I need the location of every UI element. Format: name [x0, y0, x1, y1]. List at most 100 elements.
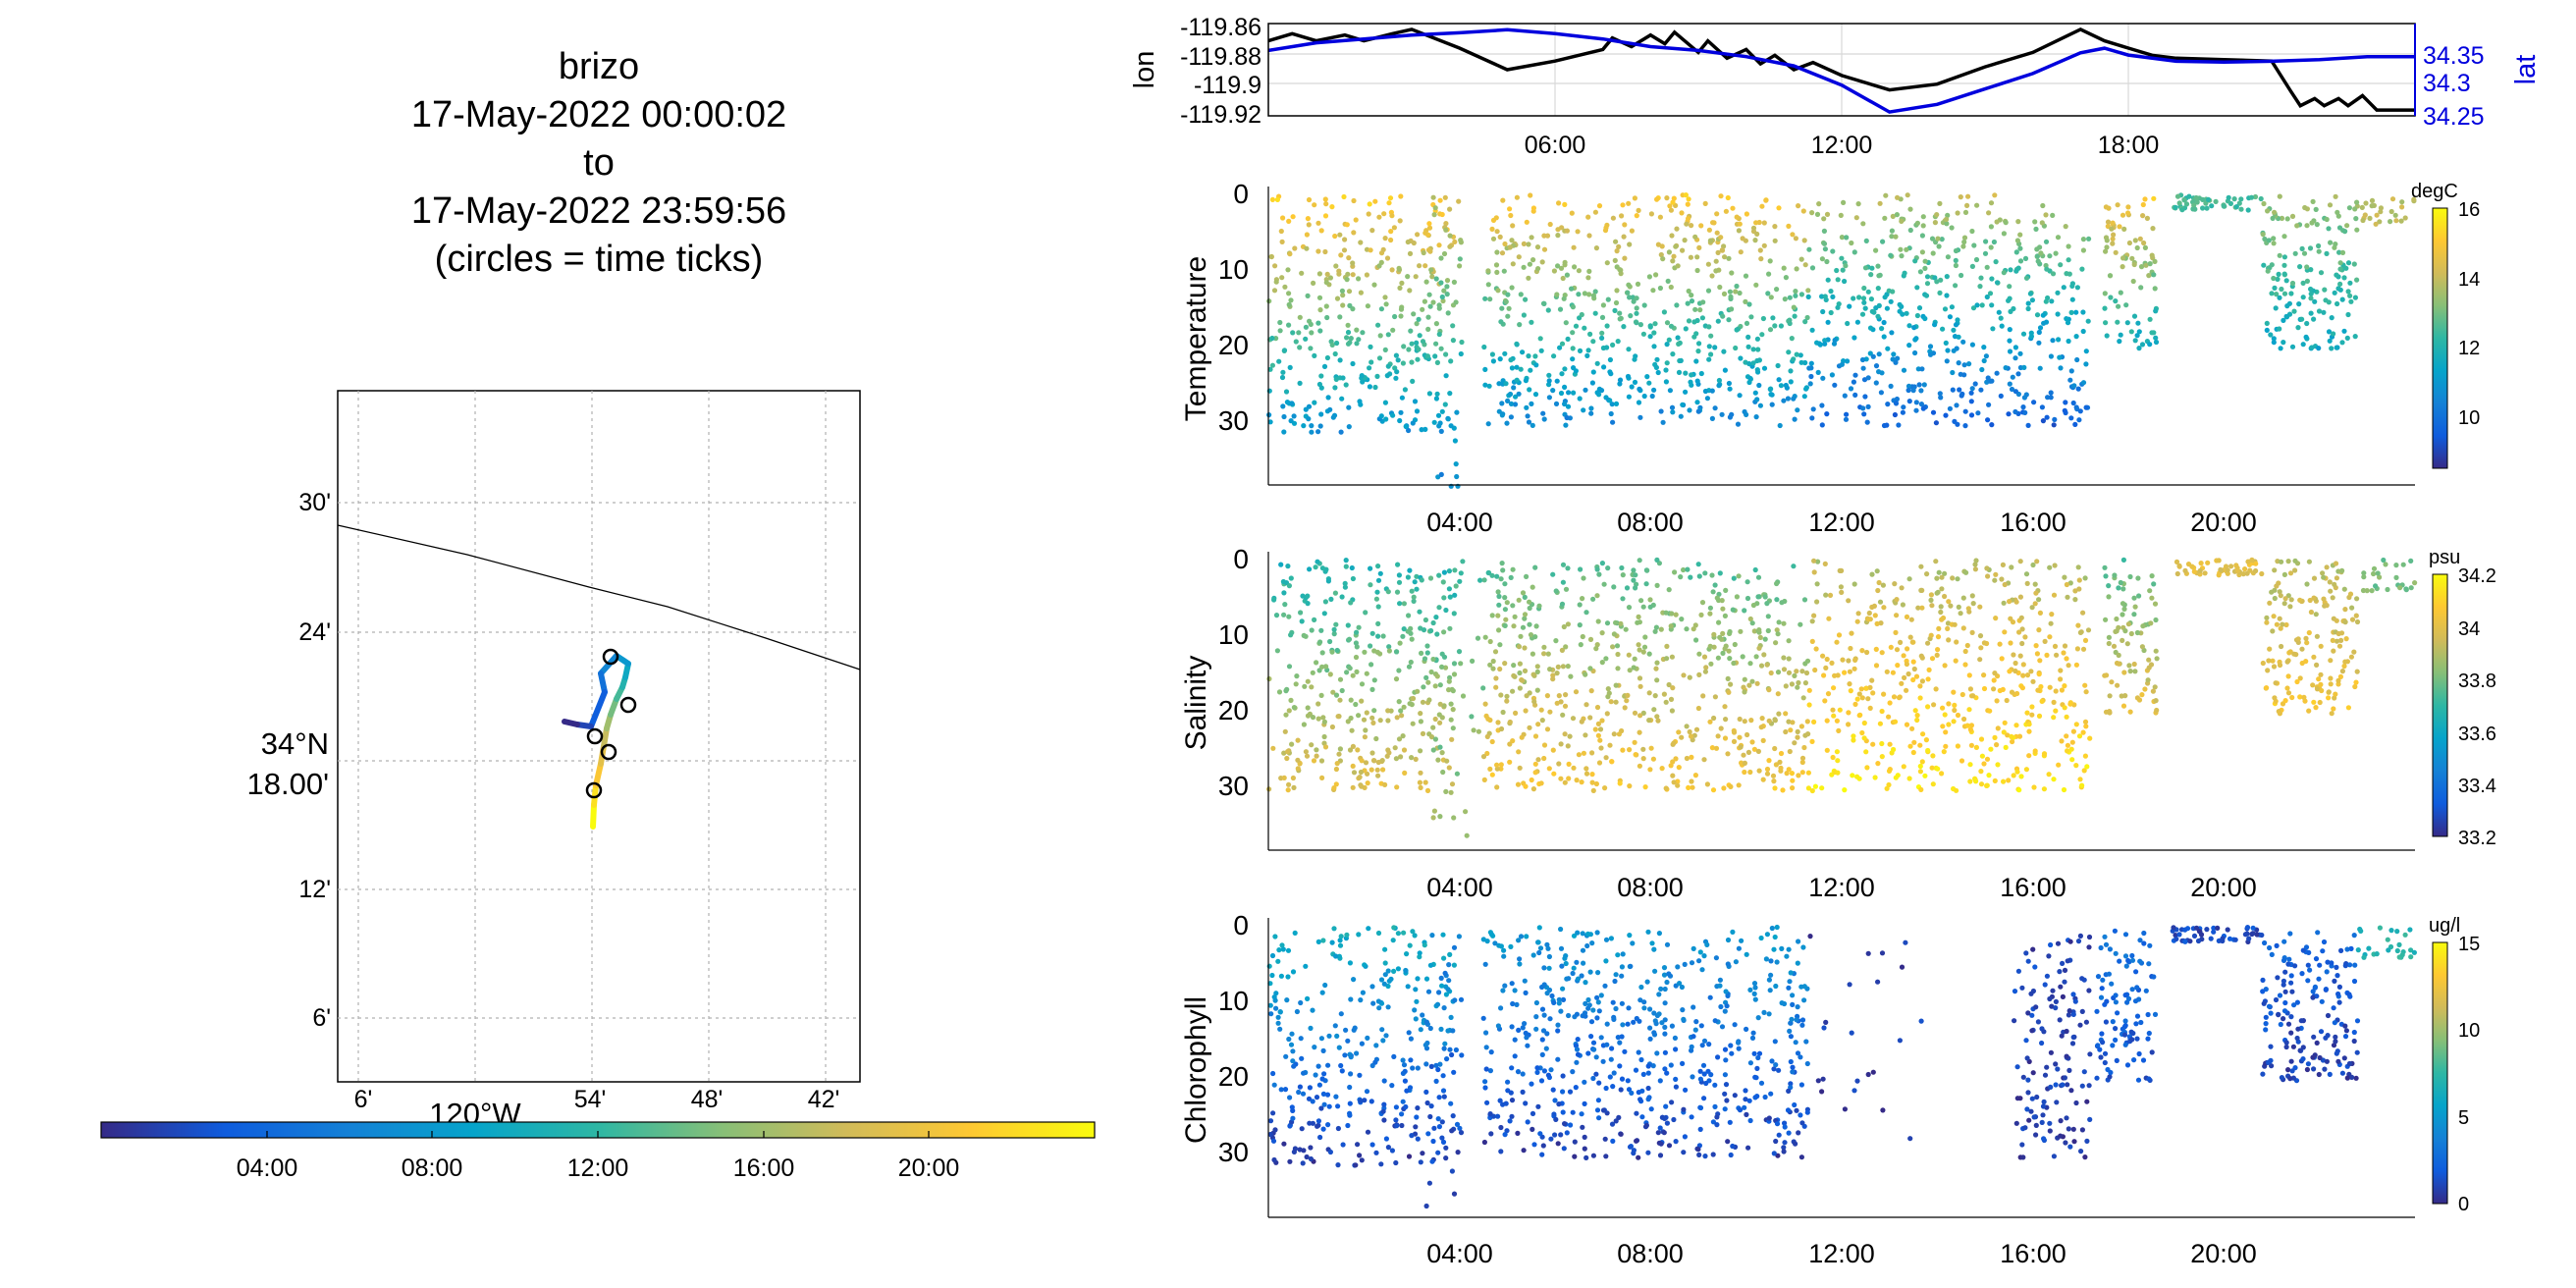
temperature-point [1629, 384, 1635, 390]
temperature-point [2352, 206, 2358, 212]
temperature-point [2017, 245, 2023, 251]
salinity-point [1573, 689, 1580, 695]
salinity-point [1444, 758, 1450, 764]
temperature-point [2080, 328, 2086, 335]
salinity-point [1475, 635, 1481, 641]
temperature-point [1400, 360, 1406, 366]
chlorophyll-point [1547, 1016, 1553, 1022]
temperature-point [2226, 194, 2231, 200]
temperature-point [1644, 374, 1650, 380]
salinity-point [1494, 784, 1500, 790]
salinity-point [1323, 664, 1329, 670]
temperature-point [2040, 418, 2046, 424]
salinity-point [1771, 778, 1777, 784]
chlorophyll-point [1449, 1051, 1455, 1058]
salinity-point [1899, 585, 1905, 591]
salinity-point [1440, 769, 1446, 776]
salinity-point [1321, 611, 1327, 617]
salinity-point [1783, 711, 1789, 717]
temperature-point [2344, 335, 2350, 341]
salinity-point [2354, 596, 2360, 602]
salinity-point [2121, 606, 2127, 613]
chlorophyll-point [1562, 1121, 1568, 1127]
temperature-point [2104, 238, 2110, 243]
salinity-point [1282, 602, 1288, 608]
salinity-point [1874, 620, 1880, 627]
chlorophyll-point [1656, 1011, 1662, 1017]
temperature-point [2347, 280, 2353, 286]
temperature-point [2326, 329, 2333, 335]
temperature-point [2354, 277, 2360, 283]
sal-cbar-342: 34.2 [2458, 565, 2496, 587]
temperature-point [1321, 363, 1328, 369]
temperature-point [1746, 360, 1752, 367]
temperature-point [2050, 338, 2056, 344]
temperature-point [1576, 268, 1582, 274]
salinity-point [2271, 664, 2278, 670]
temperature-point [1433, 341, 1439, 347]
chlorophyll-point [2083, 1019, 2089, 1025]
chlorophyll-point [1270, 1110, 1276, 1116]
chlorophyll-point [1435, 1116, 1441, 1122]
temperature-point [1520, 349, 1526, 355]
temperature-point [1451, 279, 1457, 285]
salinity-point [1565, 743, 1571, 749]
chlorophyll-point [1598, 993, 1604, 998]
chlorophyll-point [1631, 1019, 1637, 1025]
temperature-point [2281, 234, 2287, 240]
temperature-point [2209, 203, 2215, 209]
chlorophyll-point [1571, 965, 1577, 971]
temperature-point [1277, 319, 1283, 326]
chlorophyll-point [1747, 1060, 1753, 1066]
salinity-point [1530, 651, 1535, 657]
salinity-point [1780, 787, 1786, 793]
salinity-point [1401, 601, 1407, 607]
temperature-point [1819, 402, 1825, 408]
temperature-point [1312, 400, 1317, 405]
chlorophyll-point [1435, 1066, 1441, 1073]
salinity-point [2079, 782, 2085, 788]
temperature-point [2007, 349, 2013, 354]
salinity-point [2287, 570, 2294, 576]
salinity-point [2310, 682, 2316, 688]
salinity-point [2134, 629, 2140, 636]
chlorophyll-point [1406, 1154, 1413, 1159]
chlorophyll-point [1750, 1030, 1756, 1036]
salinity-point [1377, 718, 1383, 724]
temperature-point [1426, 391, 1432, 397]
salinity-point [1336, 751, 1342, 757]
chlorophyll-point [1654, 1050, 1660, 1056]
temperature-point [2017, 232, 2023, 238]
salinity-point [1285, 564, 1291, 569]
temperature-point [1406, 427, 1412, 434]
salinity-point [1611, 731, 1617, 737]
chlorophyll-point [1651, 1010, 1657, 1016]
temperature-point [1873, 363, 1880, 369]
temperature-point [1889, 234, 1895, 240]
chlorophyll-point [1626, 1005, 1632, 1011]
salinity-point [1570, 716, 1577, 722]
temperature-point [1683, 326, 1689, 332]
chlorophyll-point [1656, 992, 1662, 997]
salinity-point [2311, 595, 2317, 601]
temperature-point [1559, 371, 1565, 377]
temperature-point [1961, 362, 1967, 368]
chlorophyll-point [1582, 1100, 1587, 1106]
chlorophyll-point [1456, 934, 1462, 939]
salinity-point [2059, 738, 2065, 744]
temperature-point [1902, 270, 1907, 276]
salinity-point [1738, 744, 1744, 750]
temperature-point [2204, 205, 2210, 211]
salinity-point [1310, 670, 1315, 675]
salinity-point [1956, 604, 1961, 611]
salinity-point [1671, 740, 1677, 746]
chlorophyll-point [1596, 1080, 1602, 1086]
chlorophyll-point [1782, 1120, 1788, 1126]
salinity-point [1901, 764, 1906, 770]
temperature-point [1832, 337, 1838, 344]
temperature-point [1374, 373, 1380, 379]
temperature-point [1986, 402, 1992, 407]
salinity-point [1934, 575, 1940, 581]
salinity-point [1821, 672, 1827, 678]
temperature-point [1657, 214, 1663, 220]
